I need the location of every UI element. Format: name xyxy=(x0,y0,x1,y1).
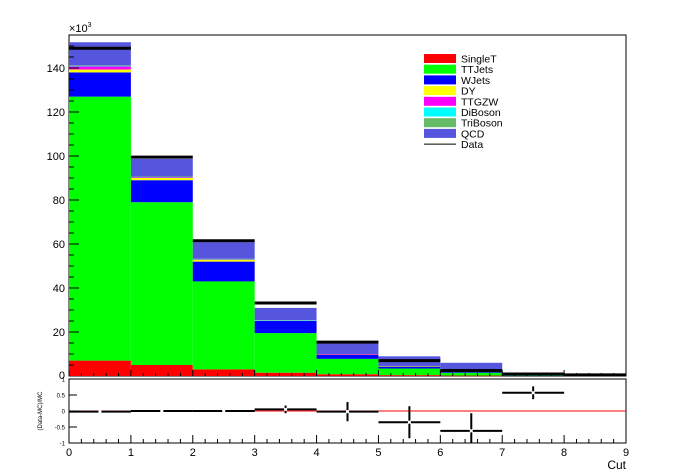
ratio-y-tick-label: -0.5 xyxy=(55,426,66,432)
bar-ttjets-bin-5 xyxy=(378,369,440,376)
bar-singlet-bin-3 xyxy=(255,373,317,376)
bar-ttjets-bin-4 xyxy=(317,359,379,374)
legend-swatch-triboson xyxy=(424,118,456,127)
legend-swatch-singlet xyxy=(424,54,456,63)
bar-ttjets-bin-6 xyxy=(440,373,502,376)
y-tick-label: 80 xyxy=(53,195,65,207)
legend-swatch-qcd xyxy=(424,129,456,138)
x-tick-label: 5 xyxy=(375,447,381,459)
ratio-point-marker-5 xyxy=(408,421,411,424)
legend-swatch-ttjets xyxy=(424,65,456,74)
bar-dy-bin-1 xyxy=(131,178,193,180)
bar-triboson-bin-0 xyxy=(69,65,131,66)
ratio-point-marker-6 xyxy=(470,429,473,432)
ratio-point-marker-2 xyxy=(222,410,225,413)
legend-swatch-wjets xyxy=(424,75,456,84)
x-tick-label: 8 xyxy=(561,447,567,459)
legend-label-data: Data xyxy=(461,139,483,151)
ratio-y-tick-label: 1 xyxy=(62,378,66,384)
ratio-markers xyxy=(69,386,626,443)
x-tick-label: 6 xyxy=(437,447,443,459)
x-tick-label: 7 xyxy=(499,447,505,459)
bar-dy-bin-0 xyxy=(69,70,131,73)
x-tick-label: 0 xyxy=(66,447,72,459)
bar-wjets-bin-2 xyxy=(193,262,255,282)
bar-singlet-bin-1 xyxy=(131,365,193,376)
ratio-point-marker-0 xyxy=(98,410,101,413)
bar-ttjets-bin-3 xyxy=(255,333,317,373)
bar-singlet-bin-2 xyxy=(193,369,255,376)
bar-singlet-bin-6 xyxy=(440,376,502,377)
bar-ttgzw-bin-4 xyxy=(317,354,379,355)
bar-dy-bin-5 xyxy=(378,366,440,367)
x-tick-label: 2 xyxy=(190,447,196,459)
bar-qcd-bin-2 xyxy=(193,242,255,258)
bar-singlet-bin-5 xyxy=(378,375,440,376)
legend-swatch-diboson xyxy=(424,108,456,117)
legend-swatch-dy xyxy=(424,86,456,95)
ratio-point-marker-3 xyxy=(284,408,287,411)
bar-qcd-bin-1 xyxy=(131,159,193,177)
bar-qcd-bin-0 xyxy=(69,42,131,65)
x-axis-label: Cut xyxy=(607,458,626,472)
y-tick-label: 100 xyxy=(47,151,65,163)
y-tick-label: 140 xyxy=(47,63,65,75)
bar-singlet-bin-4 xyxy=(317,374,379,376)
ratio-y-tick-label: -1 xyxy=(60,442,66,448)
ratio-point-marker-7 xyxy=(532,391,535,394)
y-tick-label: 120 xyxy=(47,107,65,119)
bar-wjets-bin-1 xyxy=(131,180,193,202)
y-tick-label: 40 xyxy=(53,283,65,295)
bar-triboson-bin-2 xyxy=(193,259,255,260)
bar-dy-bin-2 xyxy=(193,260,255,262)
bar-ttjets-bin-2 xyxy=(193,281,255,369)
ratio-point-marker-1 xyxy=(160,410,163,413)
ratio-y-tick-label: 0.5 xyxy=(57,394,66,400)
y-multiplier-label: ×103 xyxy=(69,22,92,35)
bar-qcd-bin-3 xyxy=(255,308,317,320)
bar-wjets-bin-4 xyxy=(317,354,379,358)
bar-singlet-bin-0 xyxy=(69,361,131,376)
ratio-point-marker-4 xyxy=(346,410,349,413)
bar-ttjets-bin-1 xyxy=(131,202,193,365)
x-tick-label: 3 xyxy=(252,447,258,459)
x-tick-label: 4 xyxy=(313,447,319,459)
stacked-bars xyxy=(69,42,564,376)
y-tick-label: 60 xyxy=(53,239,65,251)
bar-triboson-bin-1 xyxy=(131,176,193,177)
legend-swatch-ttgzw xyxy=(424,97,456,106)
bar-ttjets-bin-0 xyxy=(69,97,131,361)
legend: SingleTTTJetsWJetsDYTTGZWDiBosonTriBoson… xyxy=(424,54,503,152)
bar-qcd-bin-4 xyxy=(317,344,379,355)
y-tick-label: 20 xyxy=(53,327,65,339)
bar-wjets-bin-0 xyxy=(69,72,131,96)
bar-wjets-bin-3 xyxy=(255,321,317,333)
ratio-y-tick-label: 0 xyxy=(62,410,66,416)
ratio-y-axis-label: (Data-MC)/MC xyxy=(38,391,44,431)
bar-diboson-bin-3 xyxy=(255,320,317,321)
x-tick-label: 1 xyxy=(128,447,134,459)
